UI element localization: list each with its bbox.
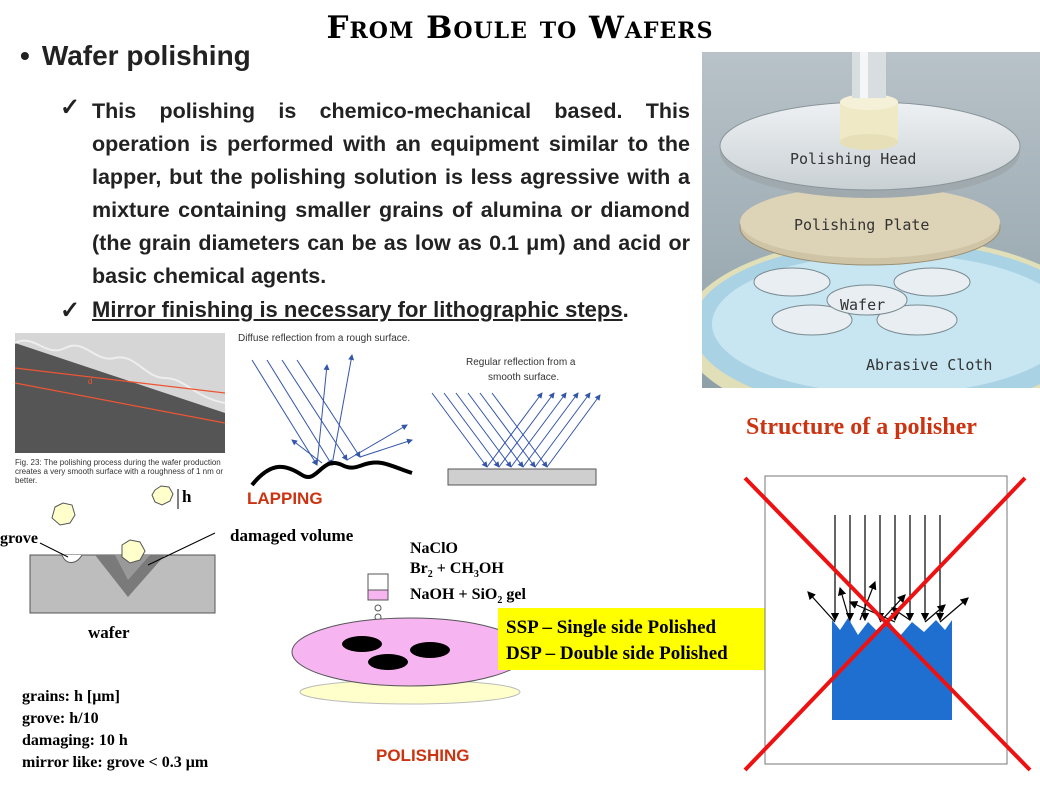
polisher-caption: Structure of a polisher	[746, 414, 977, 440]
label-polishing-head: Polishing Head	[790, 150, 917, 168]
roughness-d-label: d	[88, 377, 93, 386]
reflection-diagram	[232, 345, 612, 490]
dsp-text: DSP – Double side Polished	[506, 643, 728, 664]
chemical-list: NaClO Br2 + CH3OH NaOH + SiO2 gel	[410, 539, 526, 611]
polishing-label: POLISHING	[376, 746, 470, 765]
regular-caption-1: Regular reflection from a	[466, 357, 576, 368]
chem-naoh: NaOH + SiO2 gel	[410, 586, 526, 607]
polishing-pad-diagram	[290, 570, 530, 710]
ssp-dsp-box: SSP – Single side Polished DSP – Double …	[498, 608, 768, 670]
label-abrasive-cloth: Abrasive Cloth	[866, 356, 993, 374]
label-wafer: Wafer	[840, 296, 886, 314]
checkmark-icon: ✓	[60, 297, 81, 324]
bullet-heading: • Wafer polishing	[20, 40, 251, 71]
point-two-text: Mirror finishing is necessary for lithog…	[92, 297, 629, 323]
lapping-label: LAPPING	[247, 489, 323, 508]
surface-roughness-image	[14, 333, 226, 453]
grain-h-label: h	[182, 487, 192, 506]
grove-diagram	[0, 485, 230, 620]
diffuse-caption: Diffuse reflection from a rough surface.	[238, 333, 411, 344]
polisher-photo	[682, 52, 1040, 427]
label-polishing-plate: Polishing Plate	[794, 216, 930, 234]
point-one-text: This polishing is chemico-mechanical bas…	[92, 99, 690, 288]
note-grains: grains: h [μm]	[22, 688, 120, 705]
fig23-caption: Fig. 23: The polishing process during th…	[15, 458, 224, 485]
checkmark-icon: ✓	[60, 94, 81, 121]
page-title: From Boule to Wafers	[326, 10, 714, 46]
note-damaging: damaging: 10 h	[22, 732, 128, 749]
point-two-underlined: Mirror finishing is necessary for lithog…	[92, 297, 623, 322]
bullet-heading-text: Wafer polishing	[41, 40, 251, 71]
chem-naclo: NaClO	[410, 540, 458, 557]
note-grove: grove: h/10	[22, 710, 99, 727]
note-mirror: mirror like: grove < 0.3 μm	[22, 754, 209, 771]
ssp-text: SSP – Single side Polished	[506, 617, 717, 638]
damaged-volume-label: damaged volume	[230, 526, 354, 545]
grain-notes: grains: h [μm] grove: h/10 damaging: 10 …	[22, 686, 208, 774]
regular-caption-2: smooth surface.	[488, 372, 560, 383]
point-two-period: .	[622, 297, 629, 322]
grove-label: grove	[0, 530, 38, 547]
wafer-label: wafer	[88, 623, 130, 642]
chem-br2: Br2 + CH3OH	[410, 560, 504, 581]
crossed-diagram	[740, 470, 1040, 780]
